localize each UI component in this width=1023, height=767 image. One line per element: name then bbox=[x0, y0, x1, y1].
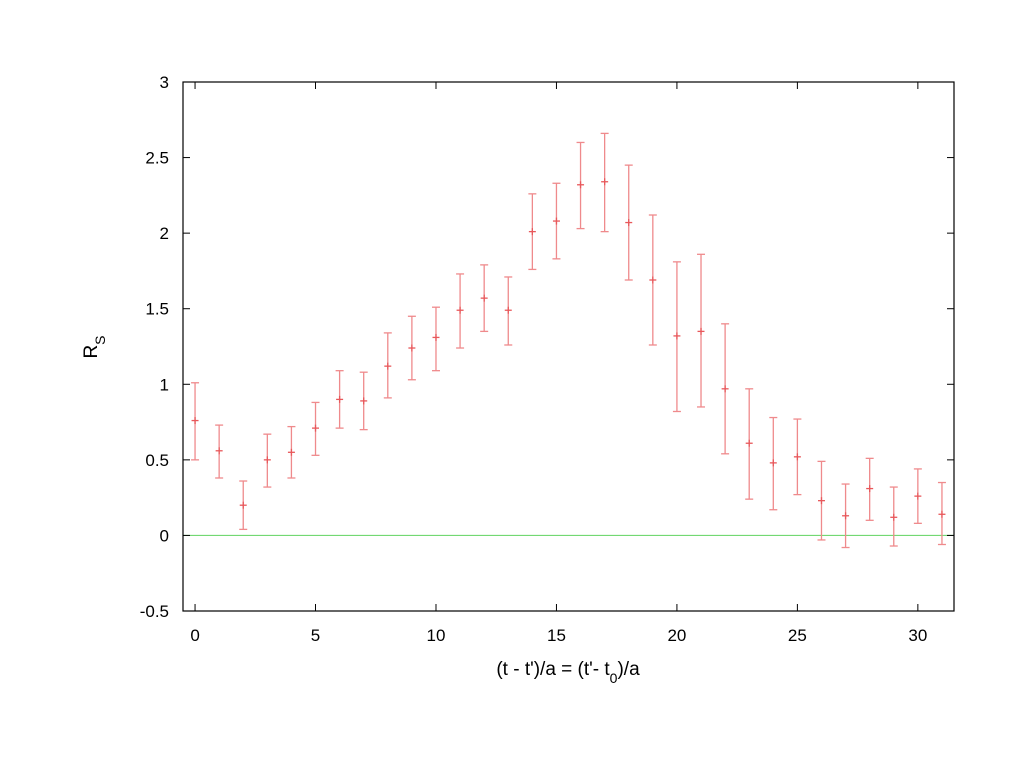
data-point bbox=[577, 181, 585, 189]
data-point bbox=[793, 453, 801, 461]
data-point bbox=[625, 219, 633, 227]
y-tick-label: 3 bbox=[160, 73, 169, 92]
x-tick-label: 25 bbox=[788, 626, 807, 645]
data-point bbox=[673, 332, 681, 340]
data-point bbox=[528, 228, 536, 236]
data-point bbox=[745, 439, 753, 447]
x-axis-label-subscript: 0 bbox=[610, 670, 618, 686]
data-point bbox=[914, 492, 922, 500]
data-point bbox=[890, 513, 898, 521]
data-point bbox=[866, 485, 874, 493]
data-point bbox=[312, 424, 320, 432]
data-point bbox=[384, 362, 392, 370]
x-tick-label: 0 bbox=[190, 626, 199, 645]
data-point bbox=[480, 294, 488, 302]
data-point bbox=[408, 344, 416, 352]
x-tick-label: 10 bbox=[427, 626, 446, 645]
x-tick-label: 5 bbox=[311, 626, 320, 645]
x-tick-label: 15 bbox=[547, 626, 566, 645]
data-point bbox=[287, 448, 295, 456]
x-axis-label-main: (t - t')/a = (t'- t bbox=[496, 659, 610, 680]
data-point bbox=[215, 447, 223, 455]
y-tick-label: 0.5 bbox=[145, 451, 169, 470]
data-point bbox=[432, 333, 440, 341]
y-tick-label: 1.5 bbox=[145, 300, 169, 319]
data-point bbox=[769, 459, 777, 467]
x-tick-label: 30 bbox=[908, 626, 927, 645]
data-point bbox=[938, 510, 946, 518]
data-point bbox=[456, 306, 464, 314]
data-point bbox=[504, 306, 512, 314]
y-axis-label: RS bbox=[81, 335, 108, 358]
data-point bbox=[842, 512, 850, 520]
y-axis-label-main: R bbox=[81, 345, 102, 359]
data-point bbox=[649, 276, 657, 284]
data-point-layer bbox=[191, 178, 946, 521]
y-axis-label-subscript: S bbox=[92, 335, 108, 344]
data-point bbox=[239, 501, 247, 509]
axis-layer: 0 5 10 15 20 25 30 -0.5 0 0.5 1 1.5 2 2.5 3 bbox=[140, 73, 955, 645]
data-point bbox=[697, 327, 705, 335]
y-tick-label: -0.5 bbox=[140, 602, 169, 621]
data-point bbox=[817, 497, 825, 505]
data-point bbox=[263, 456, 271, 464]
data-point bbox=[336, 395, 344, 403]
x-tick-label: 20 bbox=[667, 626, 686, 645]
y-tick-label: 2 bbox=[160, 224, 169, 243]
x-axis-label-tail: )/a bbox=[617, 659, 640, 680]
y-tick-label: 2.5 bbox=[145, 149, 169, 168]
data-point bbox=[552, 217, 560, 225]
y-tick-label: 1 bbox=[160, 375, 169, 394]
data-point bbox=[721, 385, 729, 393]
y-tick-label: 0 bbox=[160, 526, 169, 545]
x-axis-label: (t - t')/a = (t'- t0)/a bbox=[496, 659, 640, 686]
data-point bbox=[360, 397, 368, 405]
data-point bbox=[601, 178, 609, 186]
plot-frame bbox=[182, 81, 955, 612]
data-point bbox=[191, 417, 199, 425]
